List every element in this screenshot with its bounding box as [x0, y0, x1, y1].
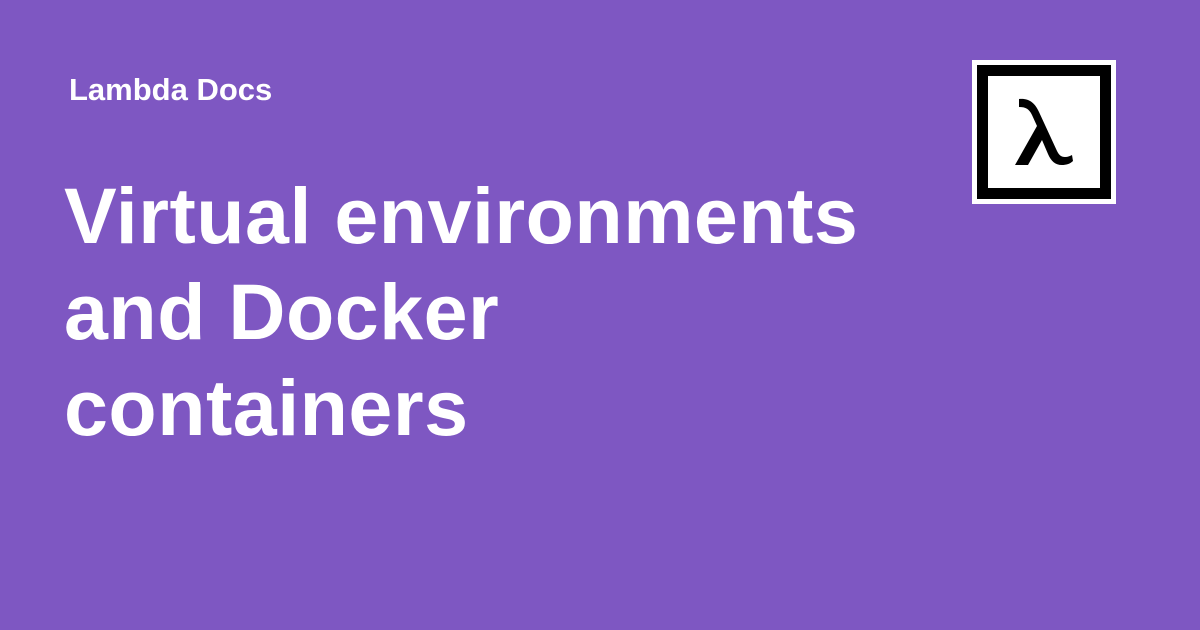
lambda-icon [988, 76, 1100, 188]
lambda-logo [972, 60, 1116, 204]
site-name: Lambda Docs [69, 72, 273, 107]
logo-frame [977, 65, 1111, 199]
page-title: Virtual environments and Docker containe… [64, 171, 859, 452]
